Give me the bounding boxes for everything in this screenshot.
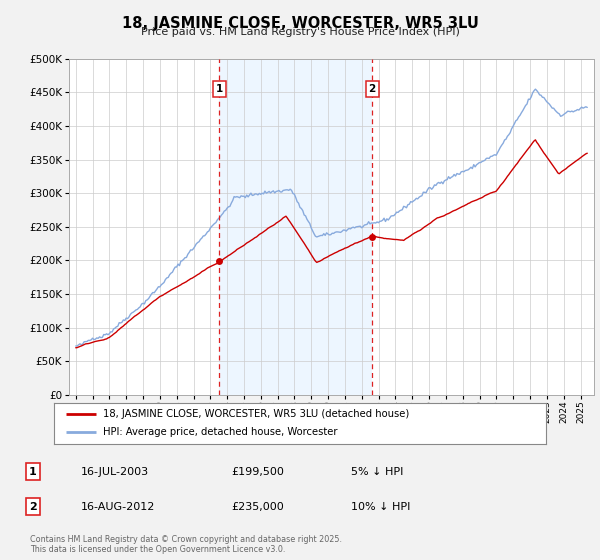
Text: 18, JASMINE CLOSE, WORCESTER, WR5 3LU (detached house): 18, JASMINE CLOSE, WORCESTER, WR5 3LU (d…: [103, 409, 409, 419]
Text: 2: 2: [368, 84, 376, 94]
Text: 10% ↓ HPI: 10% ↓ HPI: [351, 502, 410, 512]
Text: £199,500: £199,500: [231, 466, 284, 477]
Text: 16-AUG-2012: 16-AUG-2012: [81, 502, 155, 512]
Text: 16-JUL-2003: 16-JUL-2003: [81, 466, 149, 477]
Text: 2: 2: [29, 502, 37, 512]
Text: 5% ↓ HPI: 5% ↓ HPI: [351, 466, 403, 477]
Text: 1: 1: [29, 466, 37, 477]
Text: Contains HM Land Registry data © Crown copyright and database right 2025.
This d: Contains HM Land Registry data © Crown c…: [30, 535, 342, 554]
Text: 18, JASMINE CLOSE, WORCESTER, WR5 3LU: 18, JASMINE CLOSE, WORCESTER, WR5 3LU: [122, 16, 478, 31]
Text: HPI: Average price, detached house, Worcester: HPI: Average price, detached house, Worc…: [103, 427, 338, 437]
Text: £235,000: £235,000: [231, 502, 284, 512]
Text: 1: 1: [216, 84, 223, 94]
Text: Price paid vs. HM Land Registry's House Price Index (HPI): Price paid vs. HM Land Registry's House …: [140, 27, 460, 37]
Bar: [220, 59, 372, 395]
